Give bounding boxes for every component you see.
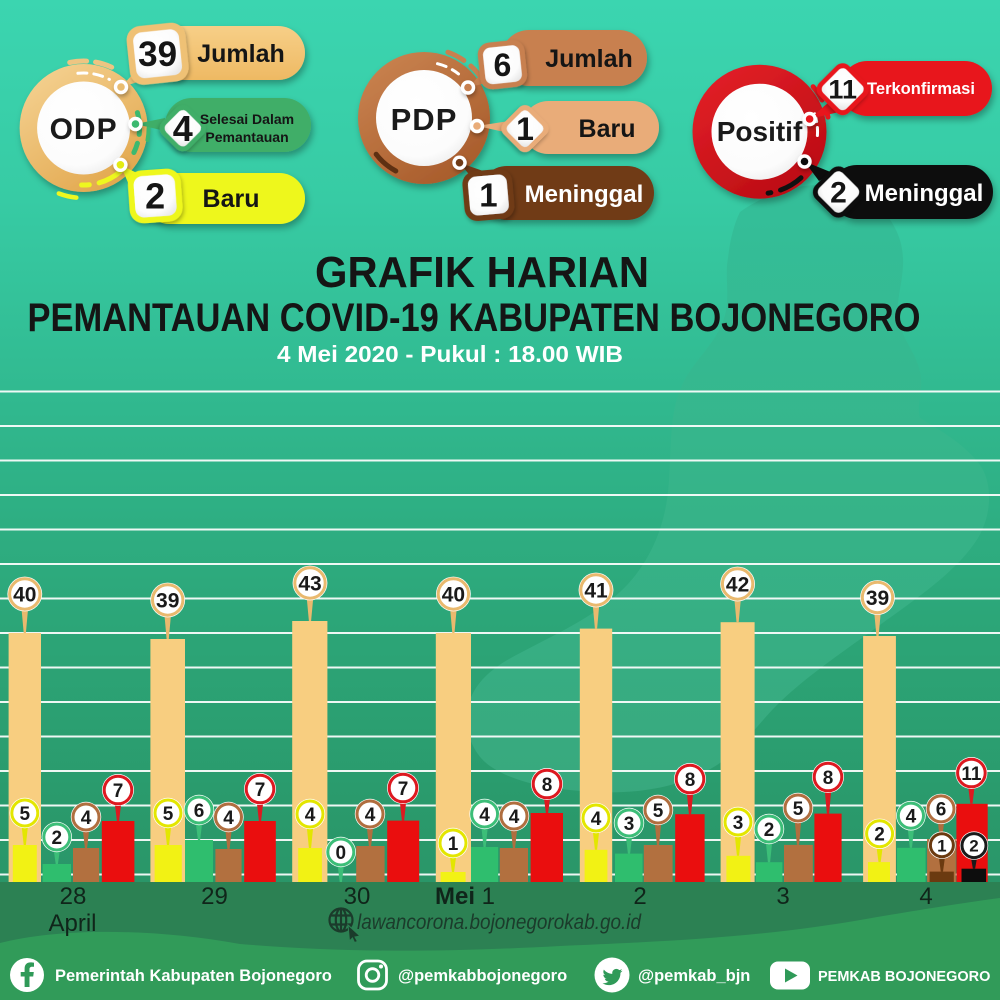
svg-text:1: 1 <box>479 177 497 214</box>
svg-text:Jumlah: Jumlah <box>197 40 285 68</box>
svg-text:30: 30 <box>344 883 371 910</box>
svg-text:Terkonfirmasi: Terkonfirmasi <box>867 80 975 98</box>
svg-text:2: 2 <box>830 177 847 210</box>
svg-text:Jumlah: Jumlah <box>545 45 633 73</box>
svg-text:0: 0 <box>336 843 347 864</box>
svg-text:7: 7 <box>398 779 409 800</box>
svg-text:2: 2 <box>52 828 63 849</box>
svg-text:11: 11 <box>828 75 857 105</box>
svg-text:7: 7 <box>113 781 124 802</box>
svg-text:2: 2 <box>969 837 978 856</box>
svg-text:42: 42 <box>726 574 749 597</box>
svg-text:Pemerintah Kabupaten Bojonegor: Pemerintah Kabupaten Bojonegoro <box>55 967 332 985</box>
svg-text:Meninggal: Meninggal <box>865 180 984 207</box>
svg-text:6: 6 <box>194 801 205 822</box>
svg-text:5: 5 <box>20 804 31 825</box>
svg-text:2: 2 <box>874 825 885 846</box>
svg-text:April: April <box>48 910 96 937</box>
svg-text:PEMANTAUAN COVID-19 KABUPATEN: PEMANTAUAN COVID-19 KABUPATEN BOJONEGORO <box>28 296 921 340</box>
svg-text:5: 5 <box>163 804 174 825</box>
svg-text:7: 7 <box>255 780 266 801</box>
svg-text:4: 4 <box>919 883 932 910</box>
svg-text:6: 6 <box>494 47 512 83</box>
svg-text:Meninggal: Meninggal <box>525 181 644 208</box>
svg-text:11: 11 <box>961 764 982 785</box>
svg-text:Baru: Baru <box>579 115 636 143</box>
svg-text:2: 2 <box>764 820 775 841</box>
svg-text:43: 43 <box>298 573 321 596</box>
svg-text:4: 4 <box>591 809 602 830</box>
svg-text:8: 8 <box>823 768 834 789</box>
svg-text:1: 1 <box>937 836 946 855</box>
svg-text:39: 39 <box>156 590 179 613</box>
svg-text:8: 8 <box>542 775 553 796</box>
svg-text:4: 4 <box>173 108 193 149</box>
svg-text:28: 28 <box>60 883 87 910</box>
svg-text:4: 4 <box>365 805 376 826</box>
svg-text:1: 1 <box>516 111 534 147</box>
svg-text:40: 40 <box>13 584 36 607</box>
svg-text:40: 40 <box>442 584 465 607</box>
svg-text:4: 4 <box>509 807 520 828</box>
svg-text:8: 8 <box>685 770 696 791</box>
svg-text:@pemkabbojonegoro: @pemkabbojonegoro <box>398 967 567 985</box>
svg-text:3: 3 <box>624 814 635 835</box>
svg-text:3: 3 <box>776 883 789 910</box>
svg-text:39: 39 <box>138 35 177 74</box>
svg-text:Mei 1: Mei 1 <box>435 883 495 910</box>
svg-text:Baru: Baru <box>203 185 260 213</box>
svg-text:PEMKAB BOJONEGORO: PEMKAB BOJONEGORO <box>818 969 990 985</box>
svg-text:4 Mei 2020 - Pukul : 18.00 WIB: 4 Mei 2020 - Pukul : 18.00 WIB <box>277 341 623 367</box>
svg-text:4: 4 <box>223 808 234 829</box>
svg-text:lawancorona.bojonegorokab.go.i: lawancorona.bojonegorokab.go.id <box>357 910 642 934</box>
svg-text:4: 4 <box>81 808 92 829</box>
svg-text:@pemkab_bjn: @pemkab_bjn <box>638 967 750 985</box>
svg-text:41: 41 <box>584 580 608 603</box>
svg-text:3: 3 <box>733 813 744 834</box>
svg-text:Selesai Dalam: Selesai Dalam <box>200 111 294 127</box>
svg-text:29: 29 <box>201 883 228 910</box>
svg-text:2: 2 <box>633 883 646 910</box>
svg-text:PDP: PDP <box>391 102 458 137</box>
svg-text:6: 6 <box>936 800 947 821</box>
svg-text:5: 5 <box>653 801 664 822</box>
svg-text:4: 4 <box>906 807 917 828</box>
svg-text:Pemantauan: Pemantauan <box>205 129 288 145</box>
svg-text:4: 4 <box>305 805 316 826</box>
svg-text:GRAFIK HARIAN: GRAFIK HARIAN <box>315 248 649 297</box>
svg-text:5: 5 <box>793 799 804 820</box>
svg-text:39: 39 <box>866 587 889 610</box>
svg-text:4: 4 <box>479 805 490 826</box>
svg-text:1: 1 <box>448 834 459 855</box>
svg-text:Positif: Positif <box>717 116 803 147</box>
svg-text:2: 2 <box>145 176 165 217</box>
svg-text:ODP: ODP <box>50 113 118 146</box>
